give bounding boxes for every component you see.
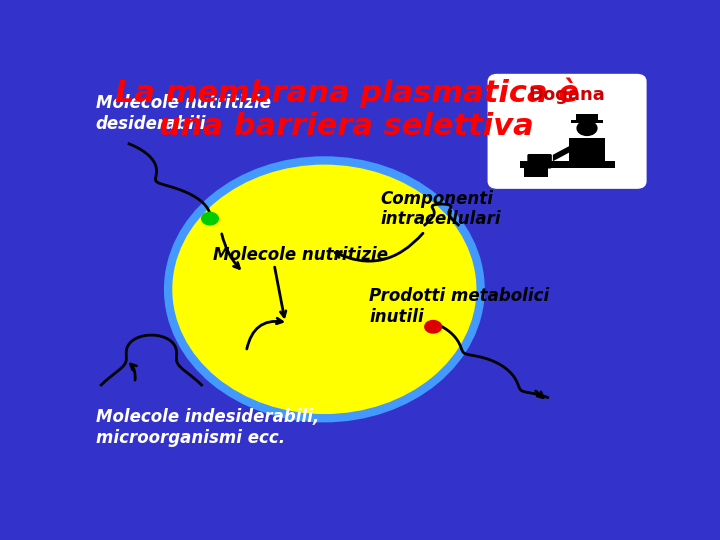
- Text: Molecole nutritizie
desiderabili: Molecole nutritizie desiderabili: [96, 94, 271, 133]
- Text: Molecole indesiderabili,
microorganismi ecc.: Molecole indesiderabili, microorganismi …: [96, 408, 319, 447]
- Circle shape: [425, 321, 441, 333]
- Bar: [520, 161, 615, 168]
- Polygon shape: [553, 141, 578, 161]
- FancyBboxPatch shape: [528, 154, 551, 168]
- Text: Componenti
intracellulari: Componenti intracellulari: [380, 190, 501, 228]
- Bar: [577, 114, 598, 120]
- Ellipse shape: [168, 160, 481, 418]
- Bar: [524, 167, 548, 177]
- Text: Molecole nutritizie: Molecole nutritizie: [213, 246, 388, 264]
- Text: Dogana: Dogana: [528, 85, 606, 104]
- Circle shape: [577, 120, 598, 136]
- Text: Prodotti metabolici
inutili: Prodotti metabolici inutili: [369, 287, 549, 326]
- Polygon shape: [569, 138, 605, 161]
- Bar: [571, 120, 603, 124]
- Text: La membrana plasmatica è
una barriera selettiva: La membrana plasmatica è una barriera se…: [114, 77, 579, 141]
- Circle shape: [202, 212, 218, 225]
- FancyBboxPatch shape: [489, 75, 645, 187]
